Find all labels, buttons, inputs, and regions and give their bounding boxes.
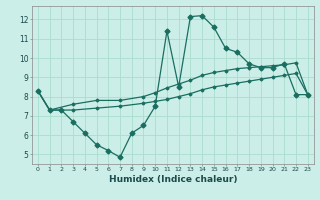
X-axis label: Humidex (Indice chaleur): Humidex (Indice chaleur)	[108, 175, 237, 184]
